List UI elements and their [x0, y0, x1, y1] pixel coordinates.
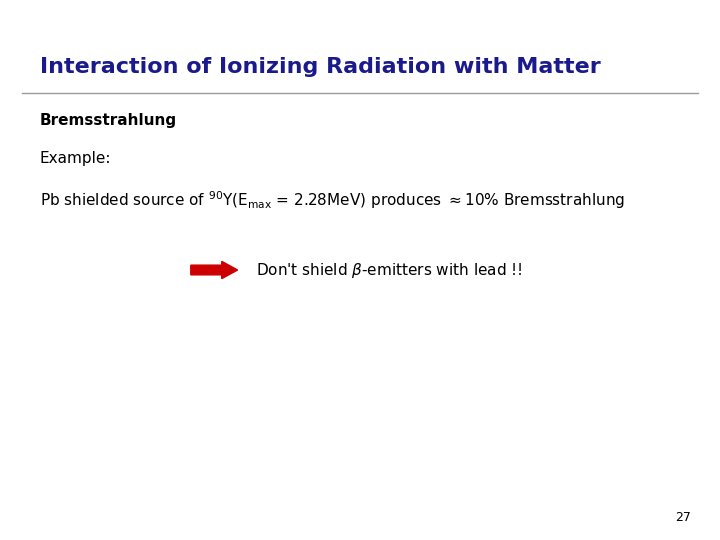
- Text: Example:: Example:: [40, 151, 111, 166]
- Text: Bremsstrahlung: Bremsstrahlung: [40, 113, 176, 129]
- Text: Pb shielded source of $^{90}$Y(E$_\mathregular{max}$ = 2.28MeV) produces $\appro: Pb shielded source of $^{90}$Y(E$_\mathr…: [40, 189, 625, 211]
- FancyArrow shape: [191, 261, 238, 279]
- Text: Don't shield $\beta$-emitters with lead !!: Don't shield $\beta$-emitters with lead …: [256, 260, 522, 280]
- Text: 27: 27: [675, 511, 691, 524]
- Text: Interaction of Ionizing Radiation with Matter: Interaction of Ionizing Radiation with M…: [40, 57, 600, 77]
